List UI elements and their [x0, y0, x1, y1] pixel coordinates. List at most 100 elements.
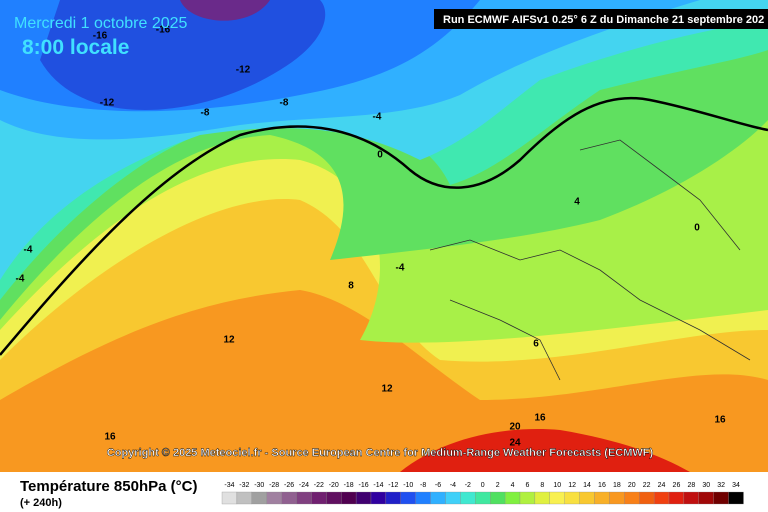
contour-label: -12 [236, 65, 251, 76]
legend-swatch [683, 491, 699, 505]
legend-tick-label: 32 [717, 482, 725, 489]
legend-swatch [355, 491, 372, 505]
contour-label: 0 [694, 223, 700, 234]
legend-swatch [341, 491, 357, 505]
contour-label: -8 [201, 108, 210, 119]
legend-swatch [266, 491, 282, 505]
legend-swatch [445, 491, 461, 505]
legend-tick-label: -14 [373, 482, 383, 489]
legend-tick-label: -16 [358, 482, 368, 489]
legend-swatch [713, 491, 729, 505]
legend-swatch [221, 491, 238, 505]
forecast-time: 8:00 locale [22, 36, 129, 59]
contour-label: -4 [24, 245, 33, 256]
legend-tick-label: 18 [613, 482, 621, 489]
contour-label: 20 [509, 422, 521, 433]
zone-darkblue [40, 0, 326, 110]
legend-swatch [475, 491, 491, 505]
legend-tick-label: -18 [344, 482, 354, 489]
contour-label: -4 [16, 274, 25, 285]
legend-tick-label: -6 [435, 482, 441, 489]
legend-swatch [594, 491, 610, 505]
legend-swatch [490, 491, 506, 505]
legend-tick-label: 30 [702, 482, 710, 489]
legend-tick-label: 8 [540, 482, 544, 489]
legend-tick-label: -32 [239, 482, 249, 489]
legend-tick-label: -24 [299, 482, 309, 489]
contour-label: -4 [396, 263, 405, 274]
legend-swatch [370, 491, 387, 505]
legend-tick-label: -12 [388, 482, 398, 489]
legend-tick-label: -20 [329, 482, 339, 489]
legend-swatch [639, 491, 655, 505]
legend-swatch [251, 491, 267, 505]
zone-red [400, 429, 690, 472]
contour-label: 24 [509, 438, 521, 449]
run-info: Run ECMWF AIFSv1 0.25° 6 Z du Dimanche 2… [443, 14, 764, 26]
legend-swatch [400, 491, 416, 505]
legend-tick-label: 14 [583, 482, 591, 489]
contour-label: 0 [377, 150, 383, 161]
legend-tick-label: 4 [511, 482, 515, 489]
legend-tick-label: -4 [450, 482, 456, 489]
contour-label: -16 [93, 31, 108, 42]
legend-swatch [460, 491, 476, 505]
legend-swatch [281, 491, 297, 505]
legend-tick-label: 34 [732, 482, 740, 489]
legend-tick-label: 28 [687, 482, 695, 489]
contour-label: 12 [381, 384, 393, 395]
legend-swatch [430, 491, 446, 505]
legend-swatch [579, 491, 595, 505]
contour-label: 6 [533, 339, 539, 350]
zero-contour [0, 96, 768, 356]
legend-tick-label: 6 [525, 482, 529, 489]
legend-swatch [385, 491, 401, 505]
legend-swatch [728, 491, 744, 505]
contour-label: 16 [534, 413, 546, 424]
legend-tick-label: 24 [658, 482, 666, 489]
legend-swatch [698, 491, 714, 505]
legend-tick-label: -26 [284, 482, 294, 489]
legend-tick-label: 26 [673, 482, 681, 489]
contour-label: 8 [348, 281, 354, 292]
legend-tick-label: 20 [628, 482, 636, 489]
legend-swatch [609, 491, 625, 505]
legend-swatch [311, 491, 327, 505]
run-box [434, 9, 768, 29]
zone-purple [180, 0, 270, 21]
contour-label: -12 [100, 98, 115, 109]
legend-swatch [296, 491, 312, 505]
contour-label: -16 [156, 25, 171, 36]
legend-swatch [504, 491, 521, 505]
legend-tick-label: 12 [568, 482, 576, 489]
legend-tick-label: 16 [598, 482, 606, 489]
legend-tick-label: -8 [420, 482, 426, 489]
forecast-date: Mercredi 1 octobre 2025 [14, 15, 188, 32]
legend-swatch [564, 491, 580, 505]
legend-swatch [236, 491, 252, 505]
legend-swatch [415, 491, 431, 505]
legend-swatch [624, 491, 640, 505]
legend-swatch [534, 491, 550, 505]
footer-lead: (+ 240h) [20, 497, 62, 509]
legend-tick-label: -30 [254, 482, 264, 489]
legend-tick-label: 10 [553, 482, 561, 489]
legend: -34 -32 -30 -28 -26 -24 -22 -20 -18 -16 -14 -12 -10-… [221, 482, 744, 505]
legend-tick-label: -28 [269, 482, 279, 489]
footer-title: Température 850hPa (°C) [20, 478, 197, 495]
contour-label: 4 [574, 197, 580, 208]
legend-swatch [653, 491, 670, 505]
contour-label: -8 [280, 98, 289, 109]
legend-tick-label: 0 [481, 482, 485, 489]
contour-label: 16 [104, 432, 116, 443]
legend-tick-label: 22 [643, 482, 651, 489]
coastline [429, 139, 751, 381]
contour-label: 16 [714, 415, 726, 426]
legend-swatch [326, 491, 342, 505]
legend-tick-label: -34 [224, 482, 234, 489]
legend-swatch [668, 491, 685, 505]
legend-tick-label: 2 [496, 482, 500, 489]
legend-swatch [519, 491, 536, 505]
legend-swatch [549, 491, 565, 505]
